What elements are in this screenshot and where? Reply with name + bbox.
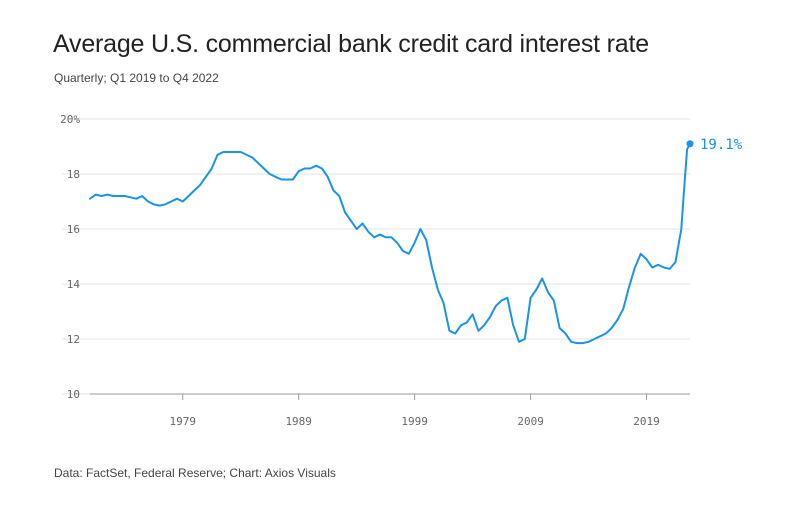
gridlines: [62, 118, 690, 395]
y-tick-label: 20%: [60, 113, 80, 126]
y-tick-label: 16: [67, 223, 80, 236]
source-note: Data: FactSet, Federal Reserve; Chart: A…: [54, 466, 336, 480]
series-layer: [89, 142, 691, 345]
y-tick-label: 14: [67, 278, 81, 291]
x-axis: 1979 1989 1999 2009 2019: [90, 393, 690, 428]
y-tick-label: 18: [67, 168, 80, 181]
chart-subtitle: Quarterly; Q1 2019 to Q4 2022: [54, 71, 219, 85]
x-tick-label: 2019: [633, 415, 660, 428]
x-tick-label: 1979: [170, 415, 197, 428]
y-tick-label: 12: [67, 333, 80, 346]
x-tick-label: 1999: [401, 415, 428, 428]
y-tick-label: 10: [67, 388, 80, 401]
annotation-layer: 19.1%: [686, 137, 743, 153]
end-value-label: 19.1%: [700, 137, 743, 153]
series-line: [89, 142, 691, 345]
chart-title: Average U.S. commercial bank credit card…: [53, 30, 649, 58]
end-point-marker: [686, 140, 694, 148]
x-tick-label: 2009: [517, 415, 544, 428]
x-tick-label: 1989: [285, 415, 312, 428]
y-axis-tick-labels: 10 12 14 16 18 20%: [60, 113, 80, 401]
